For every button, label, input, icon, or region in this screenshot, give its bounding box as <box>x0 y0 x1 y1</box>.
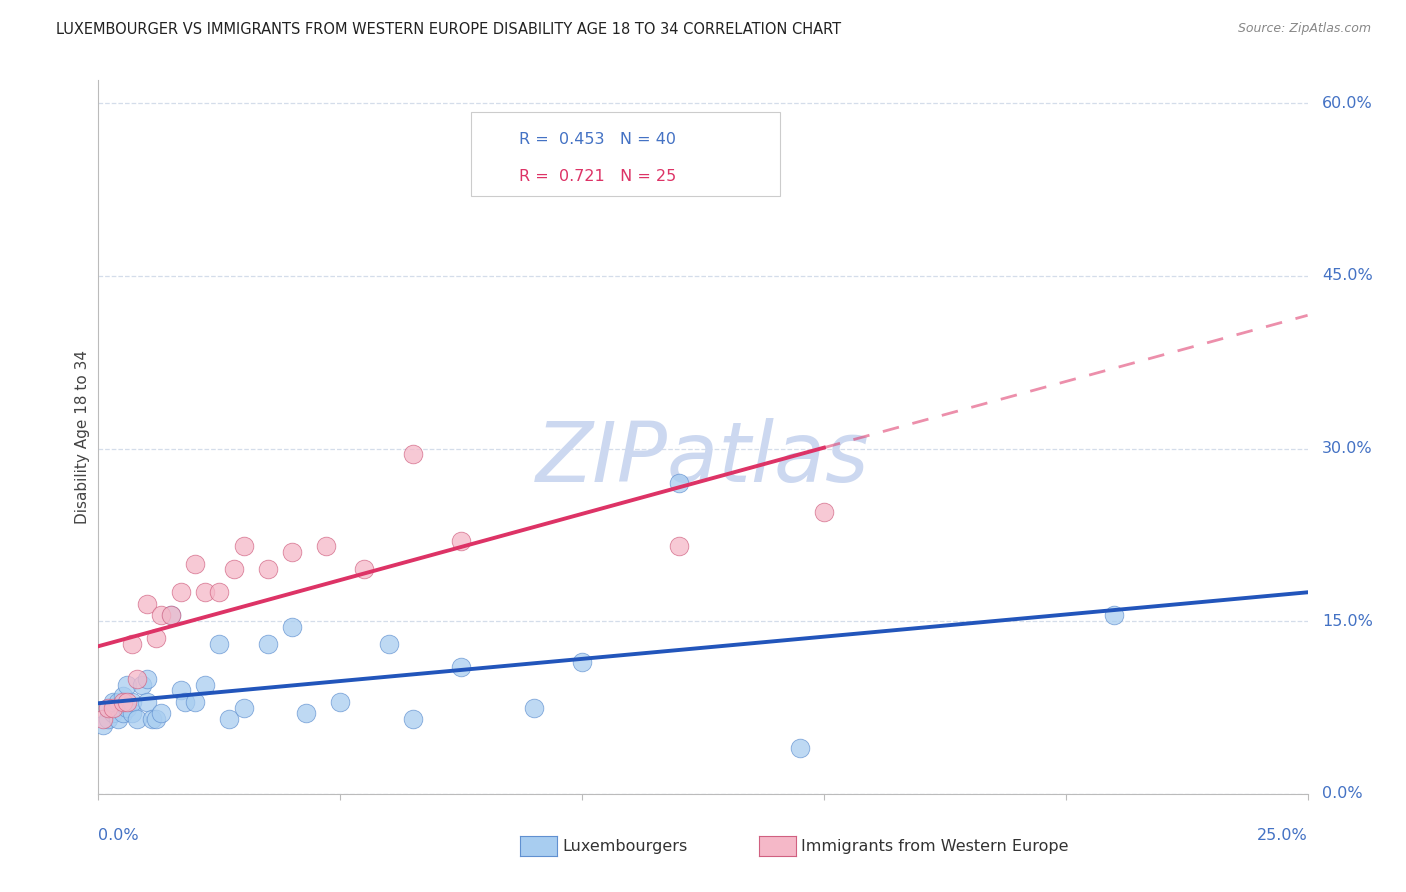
Point <box>145 712 167 726</box>
Point <box>668 476 690 491</box>
Point <box>97 700 120 714</box>
Point <box>121 637 143 651</box>
Point <box>813 505 835 519</box>
Point <box>117 700 139 714</box>
Point <box>169 585 191 599</box>
Point <box>107 712 129 726</box>
Point <box>111 706 134 721</box>
Point <box>295 706 318 721</box>
Point <box>117 677 139 691</box>
Point <box>160 608 183 623</box>
Point <box>208 585 231 599</box>
Text: 25.0%: 25.0% <box>1257 828 1308 843</box>
Point <box>194 585 217 599</box>
Point <box>523 700 546 714</box>
Text: ZIPatlas: ZIPatlas <box>536 418 870 499</box>
Point <box>91 712 114 726</box>
Point <box>131 677 153 691</box>
Point <box>127 672 149 686</box>
Text: Source: ZipAtlas.com: Source: ZipAtlas.com <box>1237 22 1371 36</box>
Point <box>232 540 254 554</box>
Point <box>281 545 304 559</box>
Point <box>402 447 425 461</box>
Point <box>353 562 375 576</box>
Text: 0.0%: 0.0% <box>1322 787 1362 801</box>
Point <box>402 712 425 726</box>
Text: 45.0%: 45.0% <box>1322 268 1372 284</box>
Point <box>169 683 191 698</box>
Point <box>194 677 217 691</box>
Point <box>208 637 231 651</box>
Point <box>377 637 399 651</box>
Text: R =  0.721   N = 25: R = 0.721 N = 25 <box>519 169 676 184</box>
Point <box>1102 608 1125 623</box>
Point <box>97 712 120 726</box>
Point <box>232 700 254 714</box>
Point <box>174 695 197 709</box>
Point <box>150 608 173 623</box>
Point <box>121 695 143 709</box>
Point <box>97 700 120 714</box>
Point <box>450 660 472 674</box>
Point <box>101 706 124 721</box>
Text: 60.0%: 60.0% <box>1322 95 1372 111</box>
Point <box>218 712 240 726</box>
Point <box>127 712 149 726</box>
Point <box>145 632 167 646</box>
Text: 15.0%: 15.0% <box>1322 614 1374 629</box>
Text: R =  0.453   N = 40: R = 0.453 N = 40 <box>519 132 676 146</box>
Point <box>135 597 157 611</box>
Point <box>329 695 352 709</box>
Point <box>571 655 593 669</box>
Point <box>121 706 143 721</box>
Point <box>135 695 157 709</box>
Point <box>668 540 690 554</box>
Y-axis label: Disability Age 18 to 34: Disability Age 18 to 34 <box>75 350 90 524</box>
Text: Luxembourgers: Luxembourgers <box>562 839 688 854</box>
Point <box>256 637 278 651</box>
Point <box>111 695 134 709</box>
Text: 0.0%: 0.0% <box>98 828 139 843</box>
Point <box>160 608 183 623</box>
Point <box>101 695 124 709</box>
Point <box>141 712 163 726</box>
Point <box>184 557 207 571</box>
Point <box>222 562 245 576</box>
Point <box>91 718 114 732</box>
Point <box>117 695 139 709</box>
Point <box>256 562 278 576</box>
Point <box>315 540 337 554</box>
Point <box>184 695 207 709</box>
Point <box>111 689 134 703</box>
Text: Immigrants from Western Europe: Immigrants from Western Europe <box>801 839 1069 854</box>
Text: LUXEMBOURGER VS IMMIGRANTS FROM WESTERN EUROPE DISABILITY AGE 18 TO 34 CORRELATI: LUXEMBOURGER VS IMMIGRANTS FROM WESTERN … <box>56 22 841 37</box>
Point <box>150 706 173 721</box>
Point <box>450 533 472 548</box>
Point <box>789 740 811 755</box>
Point <box>135 672 157 686</box>
Point <box>107 695 129 709</box>
Text: 30.0%: 30.0% <box>1322 441 1372 456</box>
Point <box>281 620 304 634</box>
Point <box>101 700 124 714</box>
